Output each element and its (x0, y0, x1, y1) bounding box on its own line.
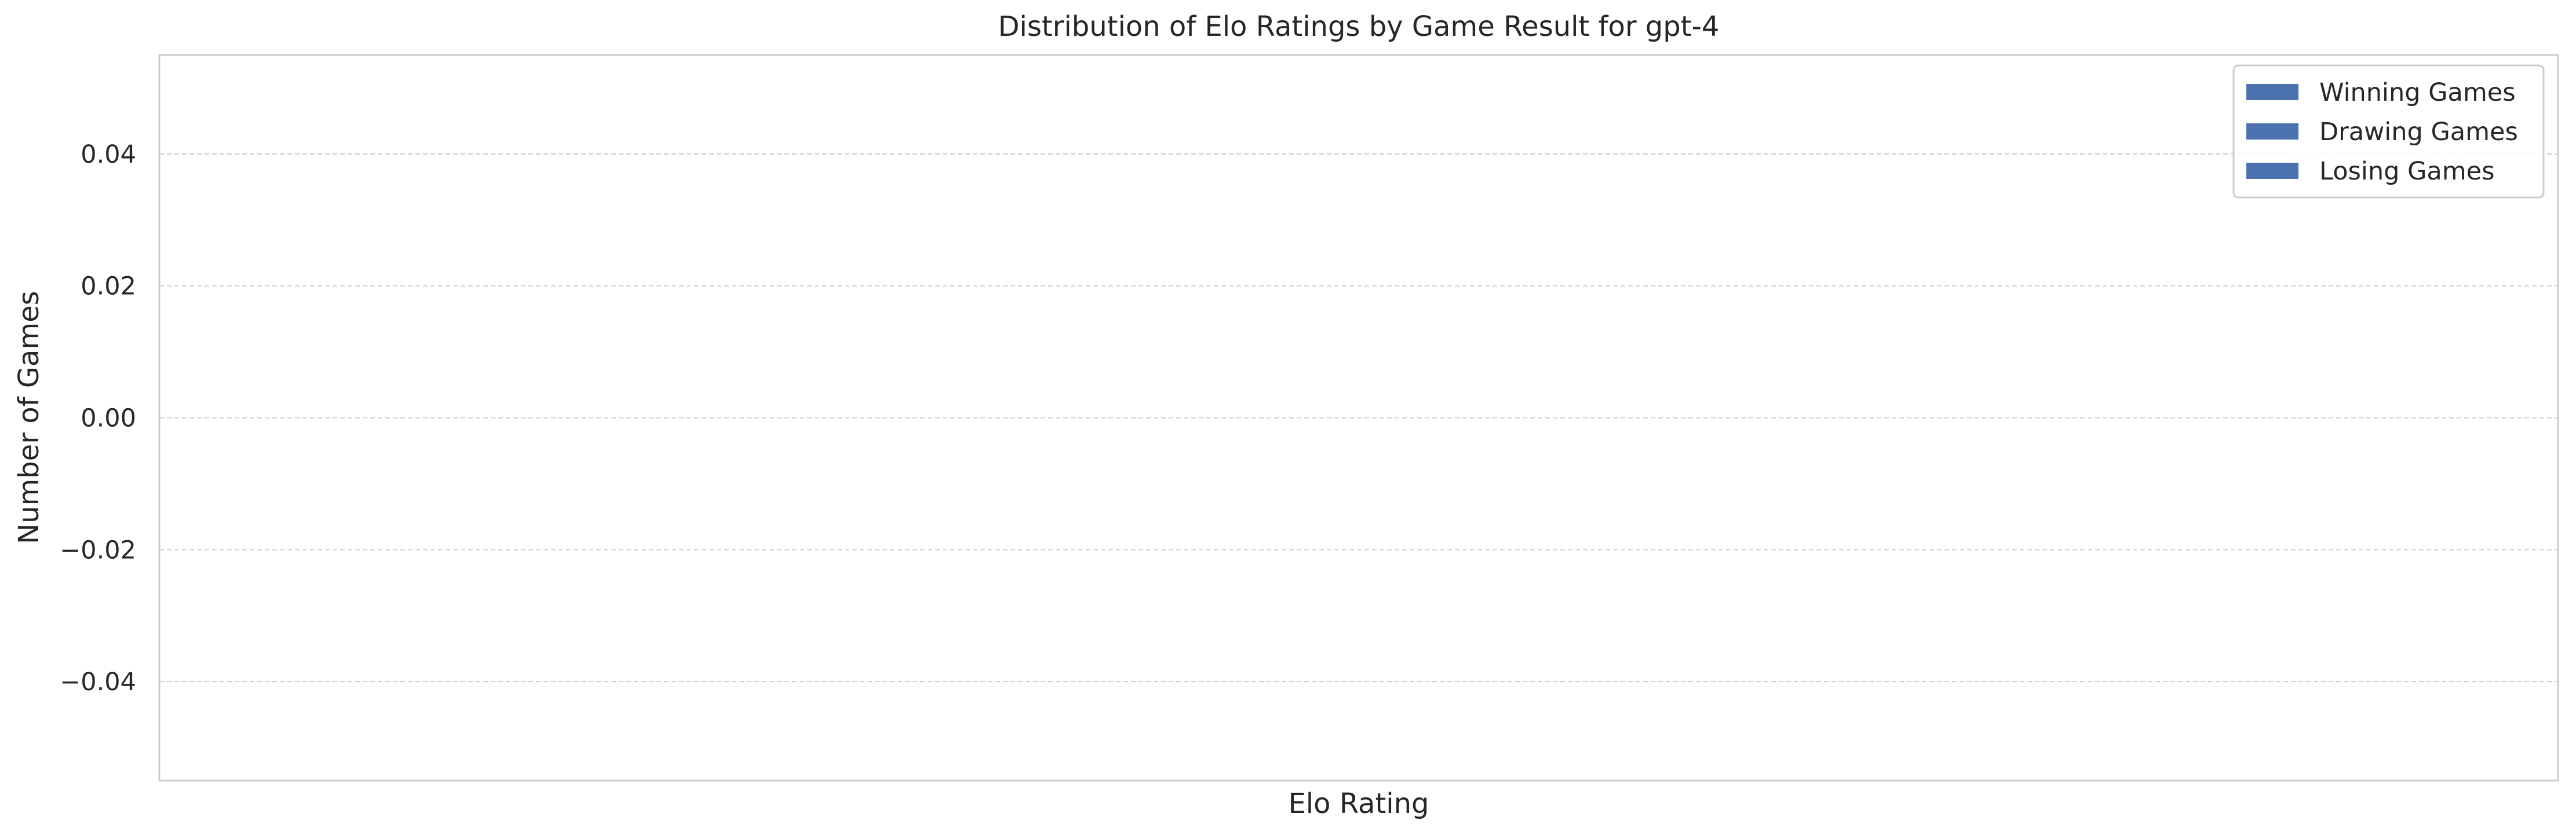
x-axis-label: Elo Rating (1288, 788, 1429, 820)
legend: Winning Games Drawing Games Losing Games (2232, 64, 2545, 199)
legend-label: Drawing Games (2319, 118, 2518, 147)
legend-swatch (2246, 84, 2298, 100)
legend-label: Winning Games (2319, 78, 2516, 107)
chart-title: Distribution of Elo Ratings by Game Resu… (998, 10, 1720, 43)
plot-area (158, 54, 2559, 782)
y-tick-label: 0.02 (81, 272, 136, 301)
y-tick-label: −0.02 (60, 536, 136, 565)
legend-frame (2232, 64, 2545, 199)
y-axis-label: Number of Games (13, 291, 45, 544)
legend-swatch (2246, 163, 2298, 179)
legend-swatch (2246, 123, 2298, 140)
y-tick-label: −0.04 (60, 668, 136, 697)
legend-label: Losing Games (2319, 157, 2495, 186)
y-axis-ticks: 0.04 0.02 0.00 −0.02 −0.04 (60, 140, 136, 697)
y-tick-label: 0.04 (81, 140, 136, 169)
grid (159, 153, 2558, 683)
y-tick-label: 0.00 (81, 404, 136, 433)
